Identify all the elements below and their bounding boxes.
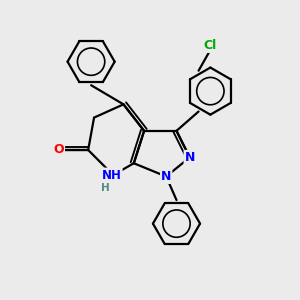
Text: N: N — [161, 170, 171, 183]
Text: N: N — [184, 151, 195, 164]
Text: H: H — [101, 183, 110, 193]
Text: O: O — [53, 143, 64, 157]
Text: NH: NH — [102, 169, 122, 182]
Text: Cl: Cl — [204, 39, 217, 52]
